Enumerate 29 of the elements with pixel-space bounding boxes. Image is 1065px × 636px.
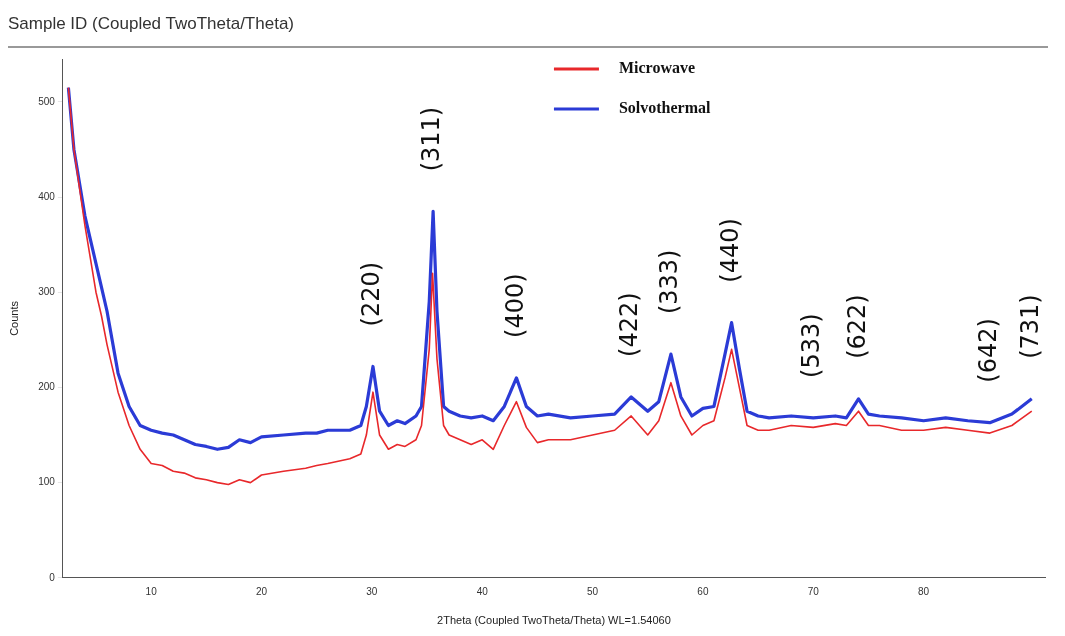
annotation: (642)	[974, 318, 1003, 383]
x-tick-label: 40	[476, 585, 489, 597]
annotation: (333)	[655, 249, 684, 315]
x-tick-label: 20	[255, 585, 268, 597]
y-axis-title: Counts	[7, 300, 20, 336]
x-tick-label: 80	[918, 585, 930, 597]
annotation: (440)	[715, 218, 744, 283]
x-tick-label: 30	[366, 585, 378, 597]
y-tick-label: 300	[38, 285, 56, 297]
annotation: (731)	[1015, 294, 1044, 359]
x-axis-title: 2Theta (Coupled TwoTheta/Theta) WL=1.54060	[437, 614, 671, 627]
annotation: (422)	[615, 292, 644, 357]
x-tick-label: 70	[807, 585, 820, 597]
y-tick-label: 500	[38, 95, 56, 107]
y-tick-label: 0	[49, 571, 56, 583]
x-tick-label: 50	[587, 585, 599, 597]
y-tick-label: 100	[38, 476, 56, 488]
chart-title: Sample ID (Coupled TwoTheta/Theta)	[8, 14, 1048, 48]
annotation: (622)	[842, 294, 871, 359]
y-tick-label: 400	[38, 190, 56, 202]
annotation: (220)	[357, 261, 386, 327]
y-tick-label: 200	[38, 381, 56, 393]
legend-label: Microwave	[618, 59, 696, 77]
annotation: (533)	[797, 313, 826, 378]
legend-label: Solvothermal	[618, 99, 712, 117]
x-tick-label: 60	[697, 585, 709, 597]
annotation: (400)	[500, 273, 529, 338]
annotation: (311)	[417, 106, 446, 172]
x-tick-label: 10	[145, 585, 158, 597]
